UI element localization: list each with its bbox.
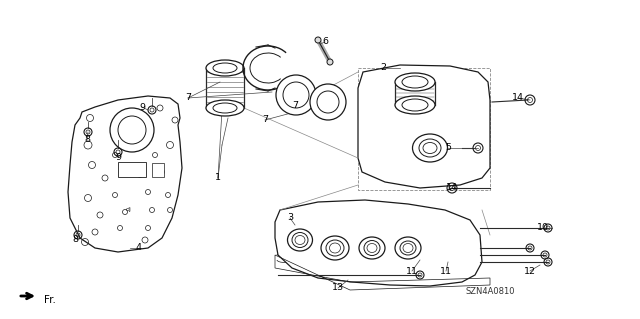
Bar — [118, 162, 146, 177]
Text: SZN4A0810: SZN4A0810 — [465, 287, 515, 296]
Ellipse shape — [395, 73, 435, 91]
Text: 10: 10 — [537, 224, 549, 233]
Ellipse shape — [395, 96, 435, 114]
Circle shape — [315, 37, 321, 43]
Text: 8: 8 — [84, 136, 90, 145]
Text: 9: 9 — [115, 152, 121, 161]
Text: 11: 11 — [406, 266, 418, 276]
Text: 6: 6 — [322, 38, 328, 47]
Text: dj: dj — [125, 207, 131, 212]
Ellipse shape — [206, 60, 244, 76]
Text: 13: 13 — [332, 284, 344, 293]
Text: 7: 7 — [292, 100, 298, 109]
Circle shape — [327, 59, 333, 65]
Text: 14: 14 — [512, 93, 524, 102]
Text: 7: 7 — [262, 115, 268, 124]
Ellipse shape — [395, 237, 421, 259]
Bar — [152, 163, 164, 177]
Text: 3: 3 — [287, 213, 293, 222]
Text: 12: 12 — [524, 266, 536, 276]
Circle shape — [276, 75, 316, 115]
Ellipse shape — [206, 100, 244, 116]
Text: 9: 9 — [139, 102, 145, 112]
Ellipse shape — [287, 229, 312, 251]
Ellipse shape — [359, 237, 385, 259]
Text: 2: 2 — [380, 63, 386, 72]
Text: 8: 8 — [72, 234, 78, 243]
Circle shape — [310, 84, 346, 120]
Text: 5: 5 — [445, 144, 451, 152]
Polygon shape — [68, 96, 182, 252]
Ellipse shape — [321, 236, 349, 260]
Text: 11: 11 — [440, 266, 452, 276]
Text: Fr.: Fr. — [44, 295, 56, 305]
Text: 14: 14 — [446, 183, 458, 192]
Polygon shape — [358, 65, 490, 188]
Ellipse shape — [413, 134, 447, 162]
Text: 4: 4 — [135, 243, 141, 253]
Text: 7: 7 — [185, 93, 191, 102]
Polygon shape — [275, 200, 482, 286]
Bar — [358, 68, 490, 190]
Text: 1: 1 — [215, 174, 221, 182]
